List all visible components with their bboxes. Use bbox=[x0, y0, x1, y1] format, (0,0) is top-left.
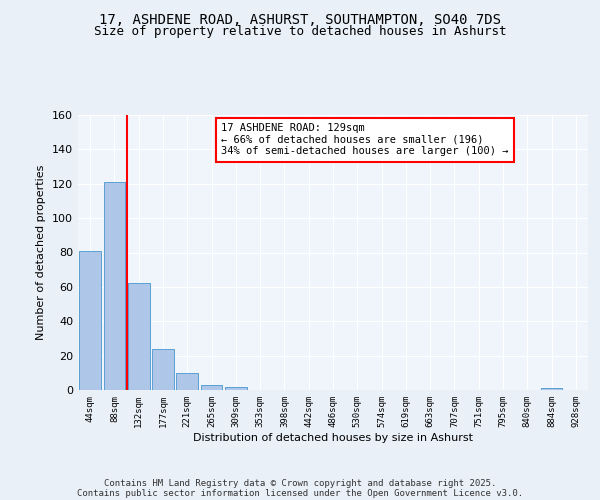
Bar bbox=[541, 388, 562, 390]
Bar bbox=[104, 182, 125, 390]
Bar bbox=[128, 284, 149, 390]
Text: 17 ASHDENE ROAD: 129sqm
← 66% of detached houses are smaller (196)
34% of semi-d: 17 ASHDENE ROAD: 129sqm ← 66% of detache… bbox=[221, 123, 508, 156]
X-axis label: Distribution of detached houses by size in Ashurst: Distribution of detached houses by size … bbox=[193, 432, 473, 442]
Text: Contains public sector information licensed under the Open Government Licence v3: Contains public sector information licen… bbox=[77, 488, 523, 498]
Bar bbox=[225, 386, 247, 390]
Y-axis label: Number of detached properties: Number of detached properties bbox=[37, 165, 46, 340]
Text: Contains HM Land Registry data © Crown copyright and database right 2025.: Contains HM Land Registry data © Crown c… bbox=[104, 478, 496, 488]
Bar bbox=[79, 251, 101, 390]
Bar bbox=[152, 349, 174, 390]
Bar bbox=[200, 385, 223, 390]
Text: 17, ASHDENE ROAD, ASHURST, SOUTHAMPTON, SO40 7DS: 17, ASHDENE ROAD, ASHURST, SOUTHAMPTON, … bbox=[99, 12, 501, 26]
Text: Size of property relative to detached houses in Ashurst: Size of property relative to detached ho… bbox=[94, 25, 506, 38]
Bar bbox=[176, 373, 198, 390]
